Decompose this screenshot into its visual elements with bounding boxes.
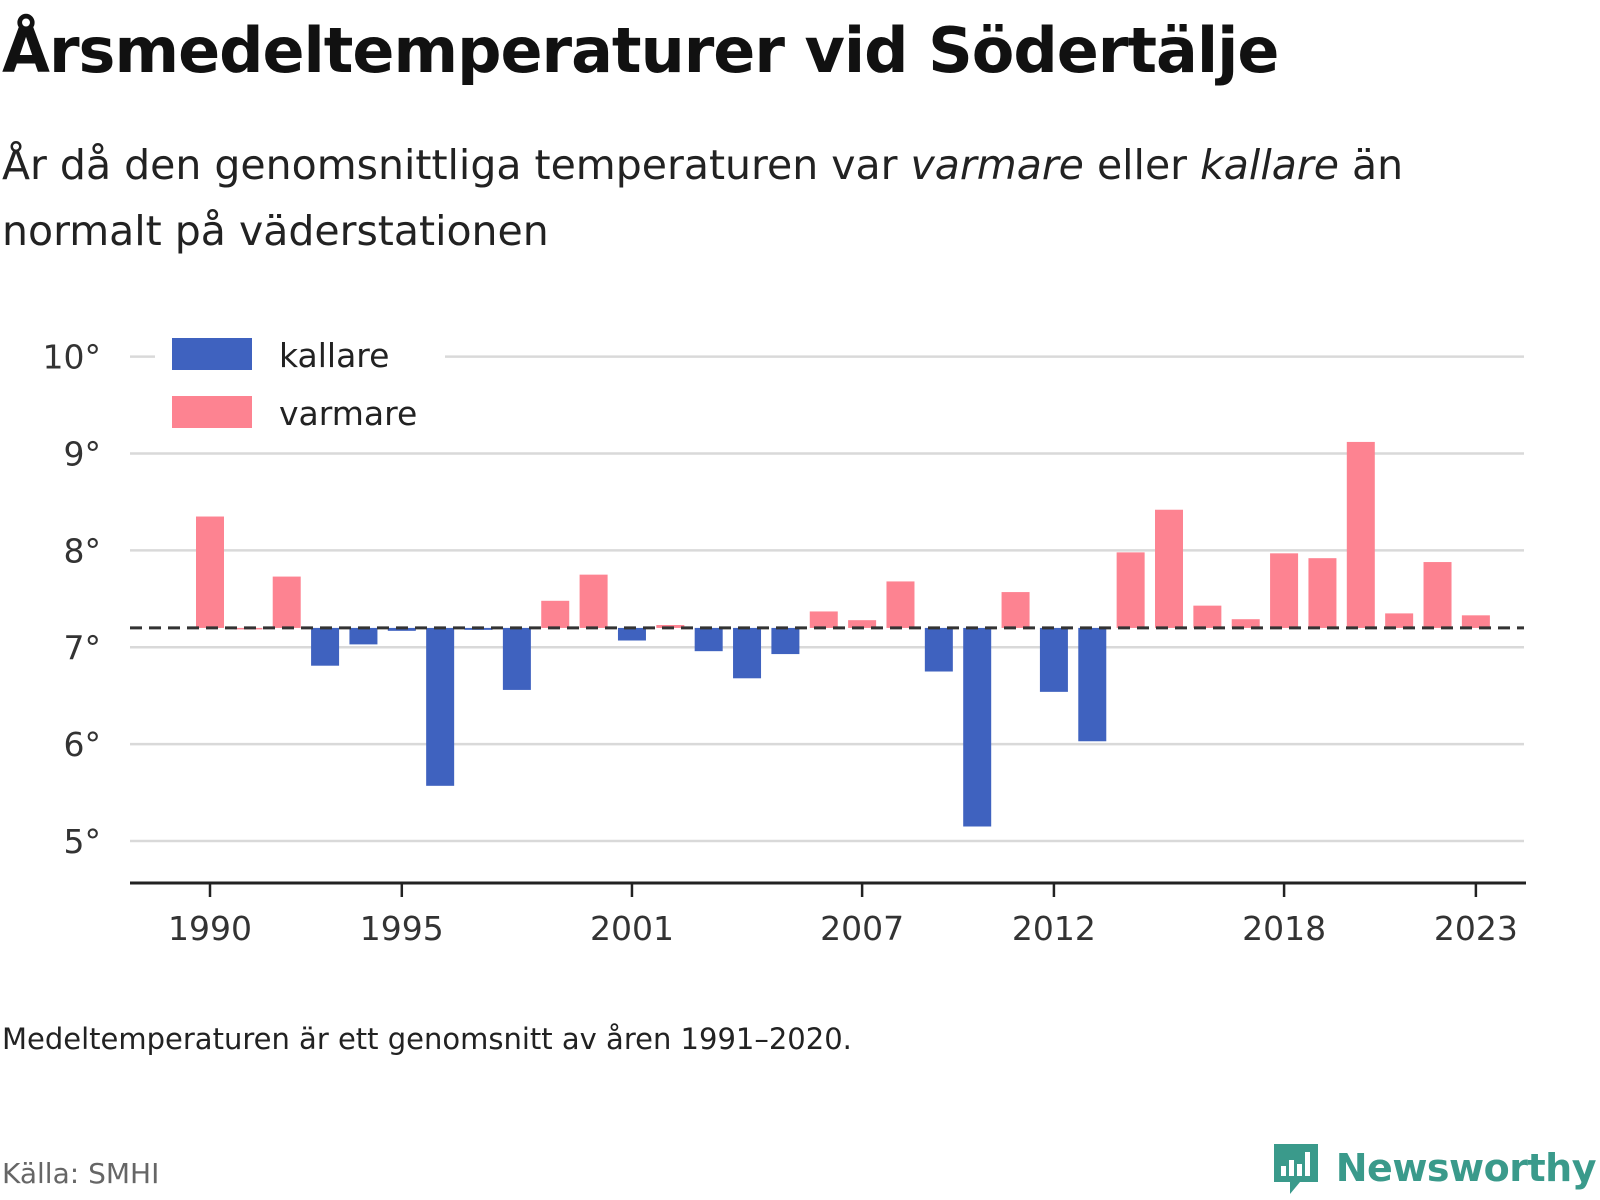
bar-2009	[924, 627, 953, 672]
bar-1992	[272, 576, 301, 628]
bar-2007	[848, 620, 877, 628]
bar-2008	[886, 581, 915, 628]
newsworthy-brand[interactable]: Newsworthy	[1272, 1140, 1597, 1196]
x-tick-label: 1990	[168, 909, 252, 948]
bar-1996	[426, 627, 455, 786]
bar-2019	[1308, 558, 1337, 628]
subtitle-cold-word: kallare	[1200, 141, 1339, 189]
bar-2017	[1231, 619, 1260, 628]
y-tick-label: 10°	[43, 338, 102, 377]
x-tick-label: 1995	[360, 909, 444, 948]
bar-1994	[349, 627, 378, 645]
y-tick-label: 5°	[64, 822, 102, 861]
bar-2016	[1193, 605, 1222, 628]
chart-title: Årsmedeltemperaturer vid Södertälje	[2, 14, 1279, 87]
bar-2005	[771, 627, 800, 655]
legend-label-varmare: varmare	[279, 394, 417, 433]
legend: kallare varmare	[155, 330, 445, 452]
x-axis-ticks: 1990 1995 2001 2007 2012 2018 2023	[168, 883, 1518, 948]
temperature-bar-chart: 5° 6° 7° 8° 9° 10° kallare varmare 1990 1995 20…	[43, 330, 1526, 948]
source-credit: Källa: SMHI	[2, 1157, 160, 1190]
bar-1999	[541, 600, 570, 628]
y-axis-ticks: 5° 6° 7° 8° 9° 10°	[43, 338, 102, 861]
x-tick-label: 2001	[590, 909, 674, 948]
bar-2011	[1001, 592, 1030, 628]
chart-subtitle: År då den genomsnittliga temperaturen va…	[2, 132, 1522, 264]
subtitle-text-3: än normalt på väderstationen	[2, 141, 1404, 255]
y-tick-label: 7°	[64, 628, 102, 667]
bar-2021	[1385, 613, 1414, 628]
bar-2015	[1155, 509, 1183, 628]
legend-swatch-kallare	[172, 338, 252, 370]
x-tick-label: 2007	[820, 909, 904, 948]
y-tick-label: 9°	[64, 435, 102, 474]
bar-1993	[311, 627, 340, 666]
bar-1998	[502, 627, 531, 690]
bar-1990	[196, 516, 224, 628]
legend-swatch-varmare	[172, 396, 252, 428]
newsworthy-logo-icon	[1273, 1144, 1318, 1194]
y-tick-label: 6°	[64, 725, 102, 764]
bar-2001	[617, 627, 646, 641]
bar-2020	[1346, 441, 1375, 628]
legend-label-kallare: kallare	[279, 336, 389, 375]
footnote: Medeltemperaturen är ett genomsnitt av å…	[2, 1022, 852, 1056]
bar-2014	[1116, 552, 1145, 628]
bars	[196, 441, 1490, 827]
bar-2013	[1078, 627, 1107, 742]
x-tick-label: 2023	[1434, 909, 1518, 948]
y-tick-label: 8°	[64, 531, 102, 570]
bar-2006	[809, 611, 838, 628]
bar-2003	[694, 627, 723, 652]
subtitle-text-1: År då den genomsnittliga temperaturen va…	[2, 141, 911, 189]
bar-2023	[1461, 615, 1490, 628]
subtitle-warm-word: varmare	[910, 141, 1084, 189]
subtitle-text-2: eller	[1083, 141, 1201, 189]
bar-2012	[1039, 627, 1068, 692]
brand-name: Newsworthy	[1335, 1146, 1597, 1190]
bar-2010	[963, 627, 992, 827]
x-tick-label: 2018	[1242, 909, 1326, 948]
x-tick-label: 2012	[1012, 909, 1096, 948]
bar-2000	[579, 574, 608, 628]
bar-2004	[733, 627, 762, 679]
bar-2022	[1423, 562, 1452, 628]
bar-2018	[1270, 553, 1299, 628]
